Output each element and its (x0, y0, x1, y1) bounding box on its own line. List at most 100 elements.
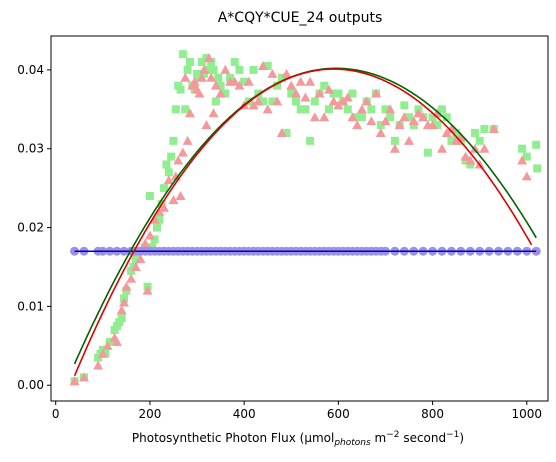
square-point (155, 215, 164, 224)
triangle-point (248, 100, 259, 110)
triangle-point (521, 171, 532, 181)
triangle-point (168, 194, 179, 204)
triangle-point (243, 76, 254, 86)
square-point (169, 136, 178, 145)
triangle-point (267, 68, 278, 78)
square-point (533, 164, 542, 173)
triangle-point (253, 96, 264, 106)
triangle-point (97, 348, 108, 358)
square-point (400, 101, 409, 110)
triangle-point (140, 238, 151, 248)
triangle-point (323, 84, 334, 94)
x-axis-label-sup1: −2 (386, 430, 399, 440)
triangle-point (130, 261, 141, 271)
square-point (240, 77, 249, 86)
x-axis-label-mid2: second (400, 431, 447, 445)
square-point (167, 152, 176, 161)
triangle-point (352, 120, 363, 130)
square-point (152, 223, 161, 232)
square-point (348, 89, 357, 98)
triangle-point (451, 135, 462, 145)
square-point (367, 105, 376, 114)
triangle-point (309, 112, 320, 122)
x-axis-label-sub: photons (333, 438, 371, 448)
square-point (183, 65, 192, 74)
y-tick-label: 0.00 (17, 378, 44, 392)
triangle-point (215, 88, 226, 98)
triangle-point (404, 135, 415, 145)
triangle-point (234, 80, 245, 90)
square-point (258, 97, 267, 106)
square-point (197, 58, 206, 67)
triangle-point (196, 72, 207, 82)
triangle-point (385, 104, 396, 114)
square-point (433, 121, 442, 130)
triangle-point (276, 127, 287, 137)
square-point (209, 65, 218, 74)
triangle-point (437, 143, 448, 153)
triangle-point (189, 76, 200, 86)
square-point (235, 65, 244, 74)
triangle-point (203, 53, 214, 63)
square-point (447, 136, 456, 145)
square-point (171, 105, 180, 114)
square-point (405, 113, 414, 122)
triangle-point (408, 116, 419, 126)
x-axis-label-base: Photosynthetic Photon Flux (µmol (132, 431, 334, 445)
triangle-point (418, 112, 429, 122)
triangle-point (159, 202, 170, 212)
plot-area (69, 50, 542, 386)
square-point (185, 58, 194, 67)
square-point (438, 105, 447, 114)
triangle-point (229, 76, 240, 86)
square-point (386, 113, 395, 122)
triangle-point (69, 376, 80, 386)
triangle-point (295, 76, 306, 86)
plot-frame (50, 35, 549, 402)
square-point (204, 65, 213, 74)
triangle-point (394, 120, 405, 130)
square-point (390, 136, 399, 145)
triangle-point (142, 285, 153, 295)
triangle-point (210, 80, 221, 90)
square-point (230, 58, 239, 67)
square-point (214, 73, 223, 82)
triangle-point (111, 336, 122, 346)
square-point (301, 105, 310, 114)
triangle-point (342, 92, 353, 102)
square-point (442, 113, 451, 122)
x-tick-label: 600 (327, 407, 350, 421)
x-axis-label: Photosynthetic Photon Flux (µmolphotons … (132, 430, 464, 448)
square-point (221, 89, 230, 98)
triangle-point (208, 108, 219, 118)
square-point (324, 105, 333, 114)
square-point (518, 144, 527, 153)
square-point (423, 148, 432, 157)
triangle-point (144, 230, 155, 240)
triangle-point (375, 127, 386, 137)
triangle-point (427, 120, 438, 130)
square-point (522, 152, 531, 161)
y-tick-label: 0.02 (17, 221, 44, 235)
square-point (178, 50, 187, 59)
triangle-point (479, 143, 490, 153)
triangle-point (175, 191, 186, 201)
square-point (216, 81, 225, 90)
triangle-point (413, 108, 424, 118)
y-tick-label: 0.04 (17, 63, 44, 77)
triangle-point (319, 112, 330, 122)
square-point (164, 168, 173, 177)
x-axis-label-sup2: −1 (446, 430, 459, 440)
triangle-point (465, 155, 476, 165)
triangle-point (201, 120, 212, 130)
chart-title: A*CQY*CUE_24 outputs (218, 10, 383, 26)
x-axis-label-end: ) (459, 431, 464, 445)
square-point (310, 97, 319, 106)
triangle-point (300, 92, 311, 102)
triangle-point (135, 254, 146, 264)
triangle-point (328, 96, 339, 106)
triangle-point (446, 124, 457, 134)
triangle-point (338, 96, 349, 106)
triangle-point (290, 88, 301, 98)
